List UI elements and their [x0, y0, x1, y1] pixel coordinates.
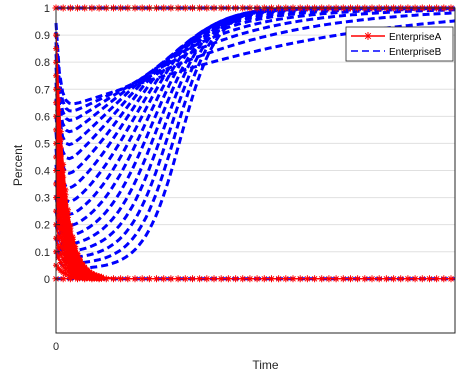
star-marker	[60, 205, 67, 212]
y-tick-label: 0.2	[35, 220, 50, 232]
x-tick-label: 0	[53, 341, 59, 353]
enterprise-b-line	[54, 8, 456, 122]
star-marker	[60, 199, 67, 206]
star-marker	[81, 264, 88, 270]
star-marker	[76, 256, 83, 263]
star-marker	[59, 275, 67, 283]
star-marker	[55, 223, 62, 230]
enterprise-a-line	[55, 238, 455, 280]
star-marker	[60, 256, 67, 263]
legend-label-enterprise-b: EnterpriseB	[389, 47, 442, 58]
enterprise-a-line	[55, 197, 455, 280]
x-ticks: 0	[53, 329, 59, 353]
legend-box	[345, 26, 454, 62]
y-ticks: 0 0.1 0.2 0.3 0.4 0.5 0.6 0.7 0.8 0.9 1	[35, 3, 60, 286]
star-marker	[60, 225, 67, 231]
star-marker	[57, 243, 64, 250]
star-marker	[65, 206, 71, 213]
star-marker	[60, 212, 67, 219]
star-marker	[60, 250, 67, 257]
enterprise-a-line	[55, 129, 455, 280]
star-marker	[60, 237, 67, 244]
star-marker	[57, 202, 64, 209]
star-marker	[57, 251, 64, 258]
star-marker	[55, 160, 62, 167]
star-marker	[55, 170, 62, 177]
star-marker	[65, 252, 71, 259]
enterprise-b-line	[54, 6, 455, 204]
star-marker	[60, 244, 67, 250]
enterprise-a-line	[55, 143, 455, 280]
star-marker	[60, 269, 67, 276]
star-marker	[60, 161, 67, 168]
enterprise-a-line	[55, 183, 455, 280]
star-marker	[55, 191, 62, 198]
star-marker	[65, 272, 71, 278]
legend: EnterpriseA EnterpriseB	[345, 26, 454, 62]
enterprise-b-line	[54, 11, 456, 113]
star-marker	[57, 128, 64, 135]
enterprise-a-line	[55, 251, 455, 280]
y-tick-label: 0.7	[35, 84, 50, 96]
star-marker	[67, 222, 74, 229]
y-tick-label: 0.5	[35, 138, 50, 150]
y-tick-label: 0.8	[35, 57, 50, 69]
star-marker	[57, 185, 64, 192]
enterprise-a-line	[55, 48, 455, 280]
star-marker	[57, 259, 64, 266]
star-marker	[69, 234, 76, 241]
enterprise-a-line	[55, 210, 455, 280]
x-axis-label: Time	[252, 358, 279, 372]
star-marker	[55, 149, 62, 156]
star-marker	[96, 273, 103, 280]
star-marker	[55, 233, 62, 240]
star-marker	[55, 181, 62, 188]
star-marker	[62, 236, 69, 243]
enterprise-a-line	[55, 75, 455, 280]
star-marker	[60, 263, 67, 270]
y-axis-label: Percent	[11, 144, 25, 186]
y-tick-label: 0.1	[35, 247, 50, 259]
star-marker	[79, 260, 86, 267]
star-marker	[62, 186, 69, 193]
enterprise-a-line	[55, 35, 455, 280]
star-marker	[91, 271, 98, 278]
star-marker	[74, 250, 81, 257]
star-marker	[55, 139, 62, 145]
star-marker	[65, 245, 71, 252]
star-marker	[57, 194, 64, 200]
star-marker	[60, 218, 67, 225]
enterprise-a-line	[55, 156, 455, 280]
star-marker	[62, 270, 69, 277]
star-marker	[55, 265, 62, 272]
star-marker	[88, 270, 95, 277]
star-marker	[55, 212, 62, 219]
star-marker	[62, 246, 69, 253]
star-marker	[364, 32, 372, 40]
star-marker	[93, 272, 100, 279]
star-marker	[62, 221, 69, 228]
y-tick-label: 0.6	[35, 111, 50, 123]
y-tick-label: 0	[44, 274, 50, 286]
star-marker	[86, 268, 93, 275]
star-marker	[72, 243, 79, 250]
star-marker	[98, 273, 105, 280]
y-tick-label: 0.9	[35, 30, 50, 42]
y-tick-label: 1	[44, 3, 50, 15]
star-marker	[84, 266, 91, 273]
y-tick-label: 0.3	[35, 193, 50, 205]
star-marker	[57, 177, 64, 184]
legend-label-enterprise-a: EnterpriseA	[389, 32, 442, 43]
star-marker	[57, 234, 64, 241]
y-tick-label: 0.4	[35, 166, 50, 178]
star-marker	[55, 244, 62, 251]
star-marker	[55, 254, 62, 261]
